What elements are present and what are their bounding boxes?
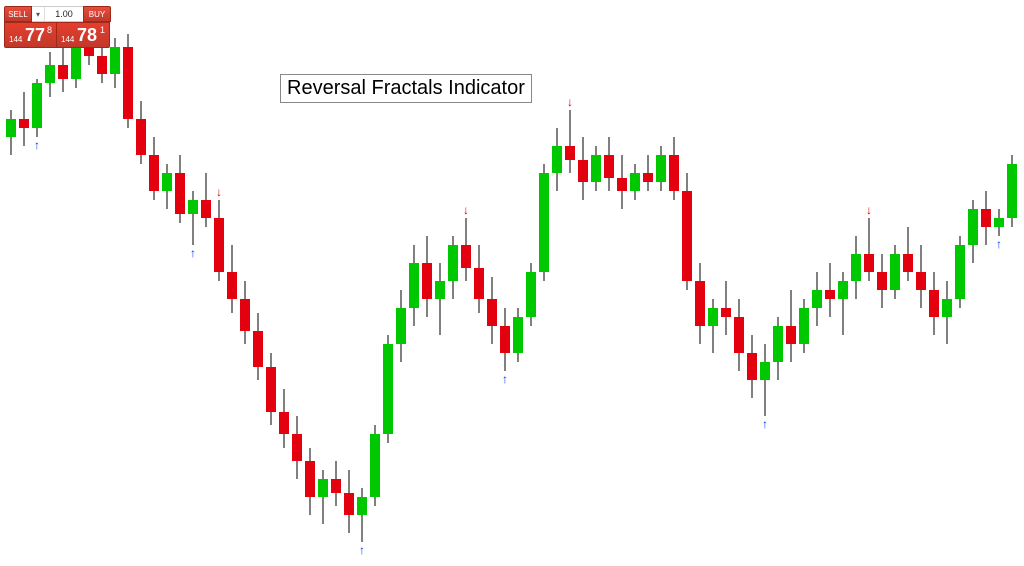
buy-price-main: 78 (77, 25, 97, 46)
candle (695, 0, 705, 566)
candle (721, 0, 731, 566)
candle (942, 0, 952, 566)
candle (84, 0, 94, 566)
candle (58, 0, 68, 566)
candle (149, 0, 159, 566)
candle (786, 0, 796, 566)
fractal-up-icon: ↑ (359, 544, 365, 556)
candle (903, 0, 913, 566)
candle (890, 0, 900, 566)
candle (825, 0, 835, 566)
candle (110, 0, 120, 566)
candle (643, 0, 653, 566)
candle (97, 0, 107, 566)
candle (162, 0, 172, 566)
candle (656, 0, 666, 566)
candle (682, 0, 692, 566)
candle (734, 0, 744, 566)
candle (123, 0, 133, 566)
candle (916, 0, 926, 566)
buy-price-box[interactable]: 144 78 1 (57, 22, 110, 48)
fractal-down-icon: ↓ (216, 186, 222, 198)
candle (812, 0, 822, 566)
candle (175, 0, 185, 566)
candle (32, 0, 42, 566)
candle (864, 0, 874, 566)
candle (760, 0, 770, 566)
fractal-down-icon: ↓ (866, 204, 872, 216)
candle (565, 0, 575, 566)
sell-button[interactable]: SELL (4, 6, 32, 22)
candle (981, 0, 991, 566)
candle (1007, 0, 1017, 566)
fractal-up-icon: ↑ (190, 247, 196, 259)
candle (71, 0, 81, 566)
candle (747, 0, 757, 566)
fractal-up-icon: ↑ (996, 238, 1002, 250)
candle (19, 0, 29, 566)
candle (669, 0, 679, 566)
candle (708, 0, 718, 566)
fractal-up-icon: ↑ (502, 373, 508, 385)
sell-price-main: 77 (25, 25, 45, 46)
candle (955, 0, 965, 566)
fractal-down-icon: ↓ (567, 96, 573, 108)
candle (253, 0, 263, 566)
sell-price-prefix: 144 (9, 35, 22, 44)
buy-button[interactable]: BUY (83, 6, 111, 22)
candle (968, 0, 978, 566)
candle (929, 0, 939, 566)
candle (578, 0, 588, 566)
sell-price-pip: 8 (47, 25, 52, 35)
candle (539, 0, 549, 566)
sell-price-box[interactable]: 144 77 8 (4, 22, 57, 48)
candle (552, 0, 562, 566)
fractal-down-icon: ↓ (463, 204, 469, 216)
buy-price-pip: 1 (100, 25, 105, 35)
candle (6, 0, 16, 566)
candle (240, 0, 250, 566)
candle (617, 0, 627, 566)
fractal-up-icon: ↑ (762, 418, 768, 430)
chart-title: Reversal Fractals Indicator (280, 74, 532, 103)
candle (188, 0, 198, 566)
candle (604, 0, 614, 566)
candle (838, 0, 848, 566)
candle (214, 0, 224, 566)
candle (45, 0, 55, 566)
fractal-up-icon: ↑ (34, 139, 40, 151)
candle (266, 0, 276, 566)
candle (994, 0, 1004, 566)
candle (591, 0, 601, 566)
candle (877, 0, 887, 566)
lot-size-input[interactable]: 1.00 (45, 7, 83, 21)
candle (201, 0, 211, 566)
candle (227, 0, 237, 566)
buy-price-prefix: 144 (61, 35, 74, 44)
candle (851, 0, 861, 566)
candle (136, 0, 146, 566)
candle (630, 0, 640, 566)
candle (799, 0, 809, 566)
lot-dropdown-icon[interactable]: ▾ (32, 7, 45, 21)
trade-panel: SELL ▾ 1.00 BUY 144 77 8 144 78 1 (4, 6, 111, 48)
candle (773, 0, 783, 566)
